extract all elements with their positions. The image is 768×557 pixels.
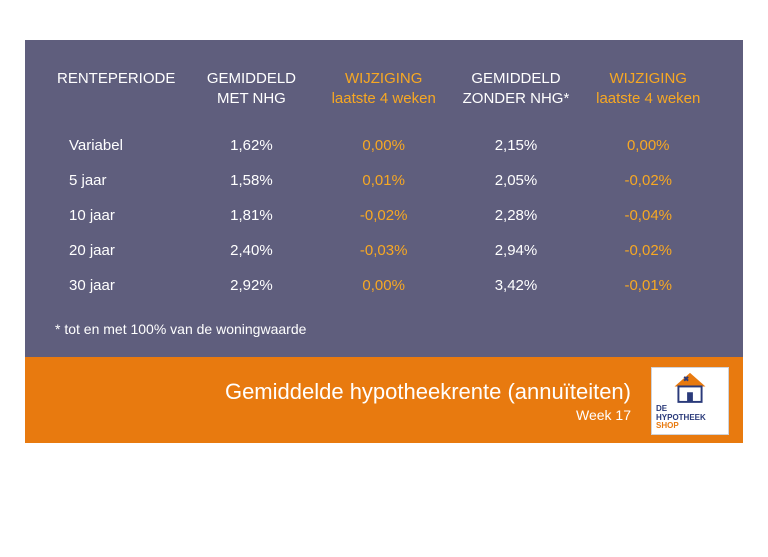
rate-table-body: Variabel 1,62% 0,00% 2,15% 0,00% 5 jaar … (53, 115, 721, 303)
cell-avg-nonhg: 3,42% (456, 268, 575, 303)
table-row: 30 jaar 2,92% 0,00% 3,42% -0,01% (53, 268, 721, 303)
cell-avg-nonhg: 2,15% (456, 115, 575, 163)
col-header-chg-nhg: WIJZIGING laatste 4 weken (311, 64, 457, 115)
cell-period: 10 jaar (53, 198, 192, 233)
brand-logo: DE HYPOTHEEK SHOP (651, 367, 729, 435)
brand-logo-text: DE HYPOTHEEK SHOP (656, 405, 706, 430)
col-header-avg-nonhg-l2: ZONDER NHG* (463, 90, 570, 107)
cell-chg-nhg: -0,02% (311, 198, 457, 233)
col-header-avg-nhg-l2: MET NHG (217, 90, 286, 107)
brand-line3: SHOP (656, 421, 679, 430)
cell-chg-nhg: -0,03% (311, 233, 457, 268)
cell-chg-nonhg: -0,04% (575, 198, 721, 233)
cell-chg-nhg: 0,01% (311, 163, 457, 198)
cell-avg-nonhg: 2,94% (456, 233, 575, 268)
rate-card: RENTEPERIODE GEMIDDELD MET NHG WIJZIGING… (25, 40, 743, 443)
col-header-avg-nonhg-l1: GEMIDDELD (471, 70, 560, 87)
footer-title: Gemiddelde hypotheekrente (annuïteiten) (39, 379, 631, 405)
col-header-avg-nhg: GEMIDDELD MET NHG (192, 64, 311, 115)
cell-chg-nonhg: -0,02% (575, 163, 721, 198)
col-header-chg-nhg-l2: laatste 4 weken (332, 90, 436, 107)
card-footer: Gemiddelde hypotheekrente (annuïteiten) … (25, 357, 743, 443)
cell-avg-nhg: 1,81% (192, 198, 311, 233)
cell-avg-nhg: 1,58% (192, 163, 311, 198)
col-header-chg-nhg-l1: WIJZIGING (345, 70, 423, 87)
col-header-period: RENTEPERIODE (53, 64, 192, 115)
rate-table-panel: RENTEPERIODE GEMIDDELD MET NHG WIJZIGING… (25, 40, 743, 357)
cell-period: 5 jaar (53, 163, 192, 198)
col-header-chg-nonhg-l2: laatste 4 weken (596, 90, 700, 107)
col-header-chg-nonhg: WIJZIGING laatste 4 weken (575, 64, 721, 115)
table-row: 5 jaar 1,58% 0,01% 2,05% -0,02% (53, 163, 721, 198)
house-icon (670, 371, 710, 404)
col-header-period-l1: RENTEPERIODE (57, 70, 175, 87)
table-header-row: RENTEPERIODE GEMIDDELD MET NHG WIJZIGING… (53, 64, 721, 115)
table-row: Variabel 1,62% 0,00% 2,15% 0,00% (53, 115, 721, 163)
cell-chg-nonhg: -0,01% (575, 268, 721, 303)
rate-table: RENTEPERIODE GEMIDDELD MET NHG WIJZIGING… (53, 64, 721, 303)
col-header-chg-nonhg-l1: WIJZIGING (609, 70, 687, 87)
cell-chg-nonhg: 0,00% (575, 115, 721, 163)
col-header-avg-nonhg: GEMIDDELD ZONDER NHG* (456, 64, 575, 115)
cell-avg-nonhg: 2,05% (456, 163, 575, 198)
cell-avg-nhg: 2,40% (192, 233, 311, 268)
footer-subtitle: Week 17 (39, 407, 631, 423)
cell-avg-nonhg: 2,28% (456, 198, 575, 233)
cell-chg-nhg: 0,00% (311, 115, 457, 163)
table-row: 20 jaar 2,40% -0,03% 2,94% -0,02% (53, 233, 721, 268)
table-row: 10 jaar 1,81% -0,02% 2,28% -0,04% (53, 198, 721, 233)
footer-text-block: Gemiddelde hypotheekrente (annuïteiten) … (39, 379, 637, 423)
cell-period: 20 jaar (53, 233, 192, 268)
cell-chg-nonhg: -0,02% (575, 233, 721, 268)
cell-avg-nhg: 1,62% (192, 115, 311, 163)
cell-period: Variabel (53, 115, 192, 163)
col-header-avg-nhg-l1: GEMIDDELD (207, 70, 296, 87)
cell-chg-nhg: 0,00% (311, 268, 457, 303)
table-footnote: * tot en met 100% van de woningwaarde (53, 303, 721, 343)
cell-period: 30 jaar (53, 268, 192, 303)
cell-avg-nhg: 2,92% (192, 268, 311, 303)
